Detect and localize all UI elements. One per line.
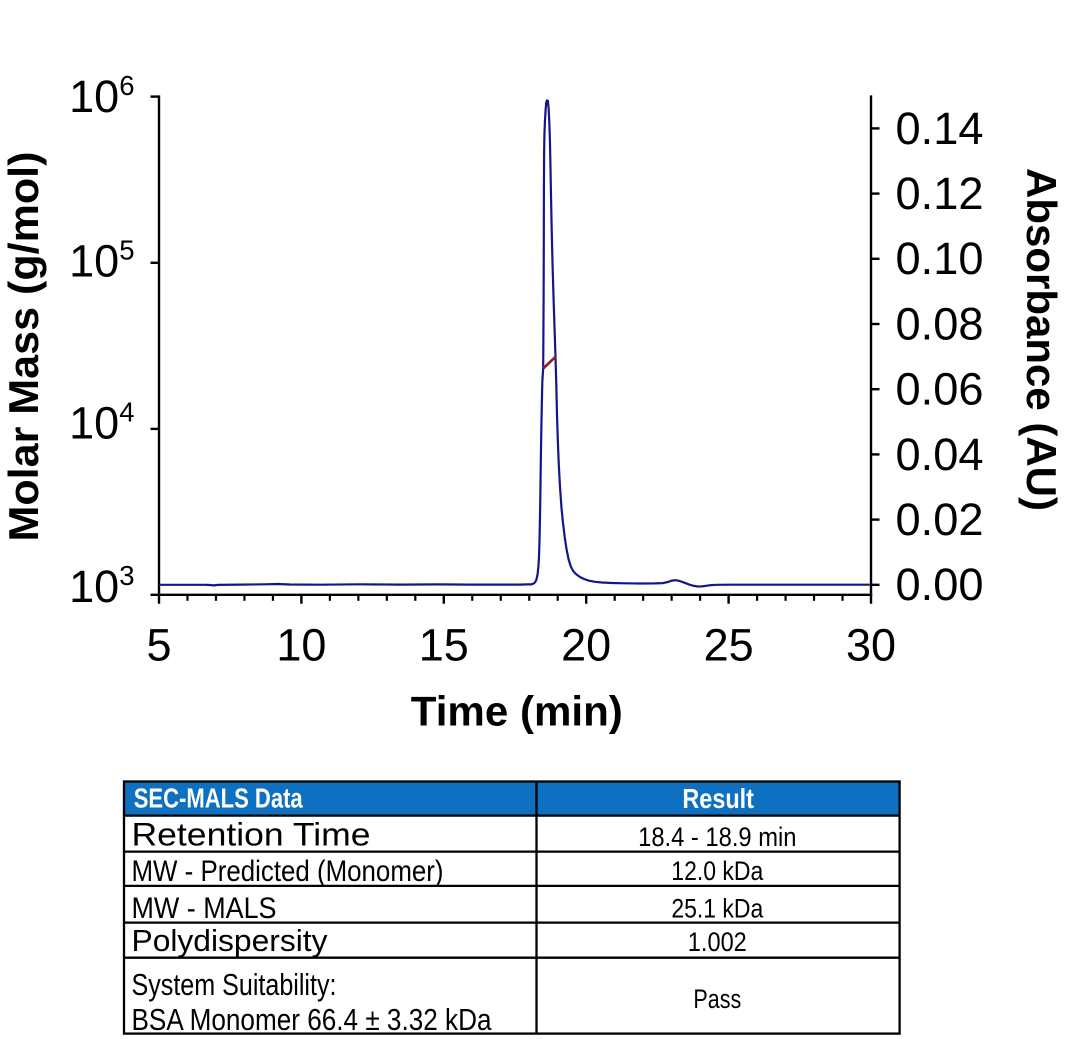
svg-text:15: 15	[419, 620, 469, 671]
svg-text:30: 30	[846, 620, 896, 671]
svg-text:25: 25	[704, 620, 754, 671]
svg-text:12.0 kDa: 12.0 kDa	[671, 856, 764, 886]
svg-text:Retention Time: Retention Time	[132, 817, 371, 853]
svg-text:BSA Monomer 66.4 ± 3.32 kDa: BSA Monomer 66.4 ± 3.32 kDa	[132, 1002, 493, 1037]
svg-text:0.04: 0.04	[896, 429, 984, 480]
svg-text:25.1 kDa: 25.1 kDa	[671, 894, 764, 924]
svg-text:SEC-MALS Data: SEC-MALS Data	[134, 783, 303, 814]
svg-text:Result: Result	[682, 783, 754, 814]
svg-text:104: 104	[69, 397, 134, 449]
svg-text:0.00: 0.00	[896, 559, 984, 610]
svg-text:Pass: Pass	[693, 984, 741, 1014]
svg-text:0.10: 0.10	[896, 233, 984, 284]
svg-text:20: 20	[561, 620, 611, 671]
svg-text:Time (min): Time (min)	[411, 687, 623, 734]
svg-text:System Suitability:: System Suitability:	[132, 967, 337, 1002]
svg-text:Absorbance (AU): Absorbance (AU)	[1018, 168, 1065, 511]
svg-text:0.08: 0.08	[896, 298, 984, 349]
svg-text:0.06: 0.06	[896, 364, 984, 415]
svg-text:106: 106	[69, 70, 134, 122]
svg-text:103: 103	[69, 560, 134, 612]
svg-text:Polydispersity: Polydispersity	[132, 923, 328, 958]
svg-text:10: 10	[276, 620, 326, 671]
svg-text:MW - MALS: MW - MALS	[132, 892, 277, 925]
svg-text:Molar Mass (g/mol): Molar Mass (g/mol)	[0, 152, 47, 542]
svg-text:0.14: 0.14	[896, 103, 984, 154]
svg-text:1.002: 1.002	[688, 927, 747, 957]
svg-text:18.4 - 18.9 min: 18.4 - 18.9 min	[638, 822, 796, 852]
svg-text:105: 105	[69, 235, 134, 287]
svg-text:5: 5	[146, 620, 171, 671]
svg-text:0.12: 0.12	[896, 168, 984, 219]
svg-text:MW - Predicted (Monomer): MW - Predicted (Monomer)	[132, 855, 444, 888]
svg-text:0.02: 0.02	[896, 494, 984, 545]
